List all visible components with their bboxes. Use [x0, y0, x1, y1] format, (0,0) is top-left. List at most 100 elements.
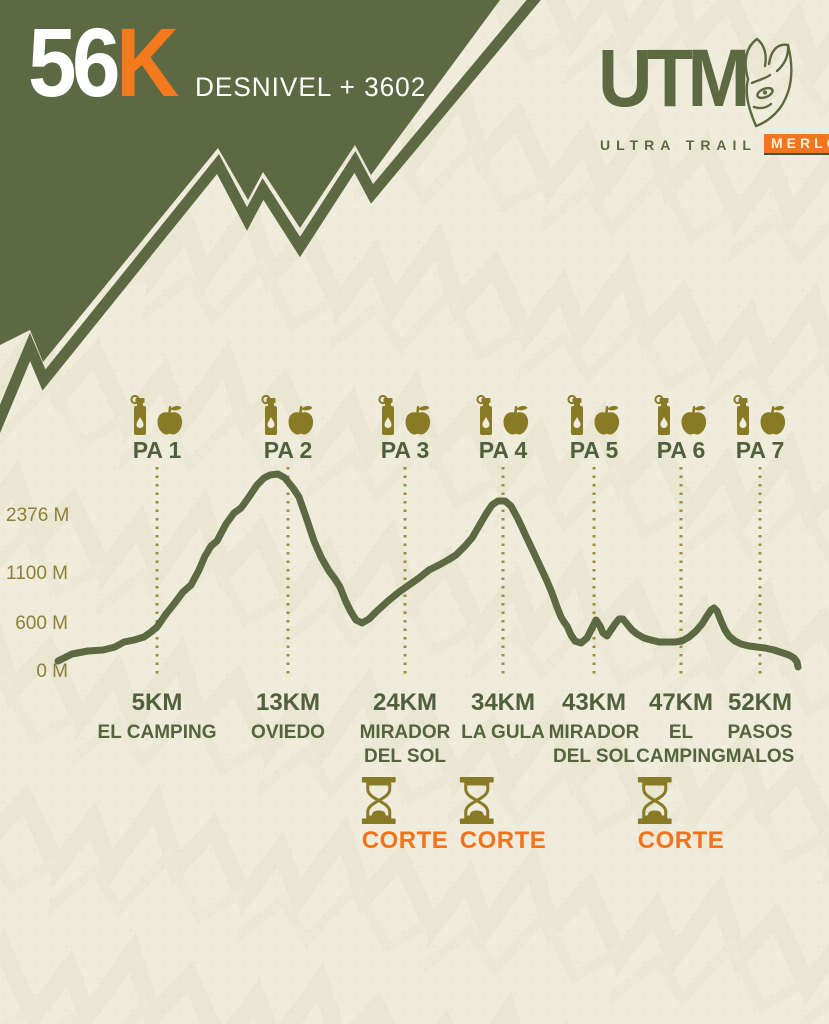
- km-distance: 47KM: [648, 689, 714, 716]
- station-label: PA 3: [380, 437, 430, 463]
- km-distance: 13KM: [255, 689, 321, 716]
- station-gridline: [758, 467, 762, 679]
- station-services: [733, 391, 788, 436]
- fox-head-icon: [744, 37, 793, 128]
- utm-logo: UTM ULTRA TRAIL MERLO: [586, 33, 829, 155]
- place-name-line: MIRADOR: [359, 722, 451, 743]
- km-distance: 5KM: [131, 689, 183, 716]
- place-name-line: OVIEDO: [251, 722, 325, 743]
- aid-station-pa6: PA 6: [654, 391, 709, 464]
- km-label-pa3: 24KM MIRADOR DEL SOL: [360, 689, 451, 769]
- place-name-line: LA GULA: [461, 722, 545, 743]
- station-label: PA 1: [132, 437, 182, 463]
- station-label: PA 2: [263, 437, 313, 463]
- place-name-line: DEL SOL: [364, 746, 446, 767]
- logo-tagline-highlight: MERLO: [763, 134, 829, 155]
- aid-station-pa2: PA 2: [261, 391, 316, 464]
- station-place-name: PASOS MALOS: [726, 721, 795, 769]
- header-ridge-line: [0, 0, 541, 434]
- logo-acronym: UTM: [598, 33, 750, 124]
- km-label-pa1: 5KM EL CAMPING: [98, 689, 217, 745]
- y-axis-tick-600: 600 M: [15, 613, 68, 634]
- place-name-line: EL: [668, 722, 694, 743]
- water-bottle-icon: [130, 395, 147, 436]
- header-green-shape: [0, 0, 500, 362]
- km-label-pa4: 34KM LA GULA: [461, 689, 545, 745]
- place-name-line: EL CAMPING: [97, 722, 217, 743]
- station-gridline: [403, 467, 407, 679]
- station-services: [567, 391, 622, 436]
- station-label: PA 5: [569, 437, 619, 463]
- aid-station-pa7: PA 7: [733, 391, 788, 464]
- station-services: [476, 391, 531, 436]
- aid-station-pa1: PA 1: [130, 391, 185, 464]
- distance-unit: K: [116, 8, 179, 117]
- station-label: PA 7: [735, 437, 785, 463]
- distance-number: 56: [28, 8, 121, 117]
- logo-tagline-text: ULTRA TRAIL: [600, 136, 757, 153]
- distance-value: 56K: [28, 14, 179, 111]
- water-bottle-icon: [476, 395, 493, 436]
- apple-icon: [681, 405, 707, 435]
- logo-tagline: ULTRA TRAIL MERLO: [600, 134, 829, 155]
- cutoff-label: CORTE: [361, 827, 449, 854]
- hourglass-icon: [361, 777, 396, 824]
- water-bottle-icon: [654, 395, 671, 436]
- station-place-name: LA GULA: [461, 721, 545, 745]
- aid-station-pa4: PA 4: [476, 391, 531, 464]
- y-axis-tick-1100: 1100 M: [6, 563, 68, 584]
- apple-icon: [288, 405, 314, 435]
- aid-station-pa3: PA 3: [378, 391, 433, 464]
- station-services: [378, 391, 433, 436]
- place-name-line: DEL SOL: [553, 746, 635, 767]
- water-bottle-icon: [378, 395, 395, 436]
- water-bottle-icon: [261, 395, 278, 436]
- km-label-pa2: 13KM OVIEDO: [251, 689, 325, 745]
- hourglass-icon: [459, 777, 494, 824]
- station-label: PA 6: [656, 437, 706, 463]
- km-distance: 34KM: [470, 689, 536, 716]
- cutoff-pa4: CORTE: [459, 777, 547, 855]
- place-name-line: MIRADOR: [548, 722, 640, 743]
- station-place-name: EL CAMPING: [98, 721, 217, 745]
- water-bottle-icon: [733, 395, 750, 436]
- y-axis-tick-0: 0 M: [36, 661, 68, 682]
- apple-icon: [594, 405, 620, 435]
- cutoff-label: CORTE: [637, 827, 725, 854]
- station-gridline: [286, 467, 290, 679]
- apple-icon: [760, 405, 786, 435]
- apple-icon: [405, 405, 431, 435]
- water-bottle-icon: [567, 395, 584, 436]
- km-label-pa6: 47KM EL CAMPING: [636, 689, 726, 769]
- cutoff-pa6: CORTE: [637, 777, 725, 855]
- km-distance: 24KM: [372, 689, 438, 716]
- station-services: [654, 391, 709, 436]
- station-gridline: [679, 467, 683, 679]
- station-gridline: [592, 467, 596, 679]
- header-mountain-graphic: [0, 0, 541, 434]
- station-services: [130, 391, 185, 436]
- station-place-name: MIRADOR DEL SOL: [360, 721, 451, 769]
- km-distance: 43KM: [561, 689, 627, 716]
- apple-icon: [157, 405, 183, 435]
- station-services: [261, 391, 316, 436]
- apple-icon: [503, 405, 529, 435]
- place-name-line: PASOS: [727, 722, 793, 743]
- station-gridline: [155, 467, 159, 679]
- aid-station-pa5: PA 5: [567, 391, 622, 464]
- station-place-name: OVIEDO: [251, 721, 325, 745]
- station-place-name: MIRADOR DEL SOL: [549, 721, 640, 769]
- km-label-pa7: 52KM PASOS MALOS: [726, 689, 795, 769]
- elevation-gain-label: DESNIVEL + 3602: [195, 72, 427, 102]
- cutoff-label: CORTE: [459, 827, 547, 854]
- km-label-pa5: 43KM MIRADOR DEL SOL: [549, 689, 640, 769]
- station-gridline: [501, 467, 505, 679]
- place-name-line: CAMPING: [636, 746, 726, 767]
- place-name-line: MALOS: [725, 746, 795, 767]
- cutoff-pa3: CORTE: [361, 777, 449, 855]
- km-distance: 52KM: [727, 689, 793, 716]
- hourglass-icon: [637, 777, 672, 824]
- station-label: PA 4: [478, 437, 528, 463]
- station-place-name: EL CAMPING: [636, 721, 726, 769]
